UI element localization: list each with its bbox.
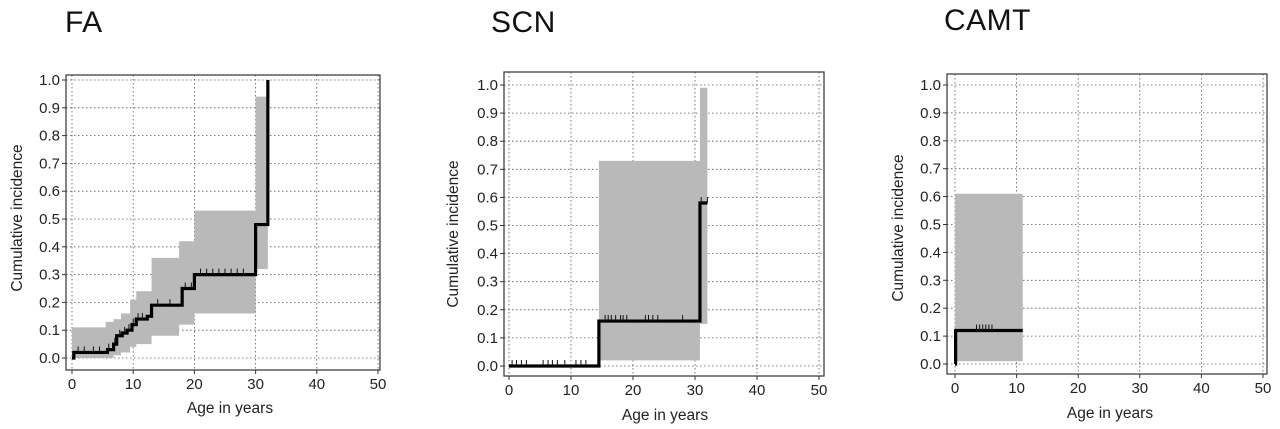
y-tick-label: 0.2: [920, 300, 941, 317]
x-tick-label: 30: [1131, 380, 1148, 397]
x-tick-label: 50: [1255, 380, 1272, 397]
chart-title: FA: [65, 6, 103, 39]
x-tick-label: 50: [811, 382, 828, 399]
y-axis-label: Cumulative incidence: [890, 154, 907, 301]
y-tick-label: 1.0: [39, 72, 60, 89]
y-tick-label: 0.0: [477, 358, 498, 375]
x-tick-label: 20: [625, 382, 642, 399]
chart-panel-scn: SCN 0 10 20 30 40 50 0.0 0.1 0.2 0.3 0.4 0.5 0.6 0.7 0…: [445, 6, 828, 424]
x-tick-label: 30: [247, 376, 264, 393]
incidence-step-line: [72, 80, 270, 360]
chart-scn: 0 10 20 30 40 50 0.0 0.1 0.2 0.3 0.4 0.5 0.6 0.7 0.8 0.…: [445, 71, 828, 424]
x-axis-label: Age in years: [187, 400, 273, 417]
y-tick-label: 0.1: [920, 328, 941, 345]
x-tick-label: 50: [370, 376, 387, 393]
y-tick-label: 0.5: [477, 218, 498, 235]
y-tick-label: 0.3: [477, 274, 498, 291]
y-tick-label: 0.4: [39, 239, 60, 256]
y-tick-label: 0.7: [477, 161, 498, 178]
chart-fa: 0 10 20 30 40 50 0.0 0.1 0.2 0.3 0.4 0.5 0.6 0.7 0.8 0.…: [9, 72, 387, 417]
y-tick-label: 1.0: [477, 77, 498, 94]
x-tick-label: 0: [68, 376, 76, 393]
y-tick-label: 0.5: [39, 211, 60, 228]
chart-title: SCN: [491, 6, 556, 39]
x-axis-label: Age in years: [1067, 405, 1153, 422]
x-tick-label: 10: [125, 376, 142, 393]
confidence-band: [509, 87, 708, 366]
x-tick-label: 10: [563, 382, 580, 399]
y-tick-label: 0.4: [920, 244, 941, 261]
x-tick-label: 30: [687, 382, 704, 399]
y-tick-label: 0.2: [39, 294, 60, 311]
confidence-band: [955, 193, 1023, 362]
x-tick-label: 40: [749, 382, 766, 399]
x-tick-label: 40: [308, 376, 325, 393]
x-tick-label: 0: [505, 382, 513, 399]
y-tick-label: 0.9: [920, 105, 941, 122]
plot-frame: [65, 74, 381, 371]
x-tick-label: 20: [186, 376, 203, 393]
x-tick-label: 0: [951, 380, 959, 397]
y-tick-label: 0.6: [39, 183, 60, 200]
y-tick-label: 0.9: [477, 105, 498, 122]
y-tick-label: 0.6: [477, 189, 498, 206]
plot-frame: [503, 71, 825, 377]
y-tick-label: 0.0: [920, 356, 941, 373]
x-tick-label: 20: [1070, 380, 1087, 397]
y-tick-label: 0.0: [39, 350, 60, 367]
y-tick-label: 0.6: [920, 189, 941, 206]
y-tick-label: 0.7: [920, 161, 941, 178]
chart-panel-fa: FA 0 10 20 30 40 50 0.0 0.1 0.2 0.3 0.4 0.5 0.6 0.7 0.…: [0, 0, 400, 429]
y-tick-label: 0.1: [477, 330, 498, 347]
x-axis-label: Age in years: [622, 407, 708, 424]
y-tick-label: 0.2: [477, 302, 498, 319]
y-tick-label: 0.4: [477, 246, 498, 263]
y-tick-label: 0.9: [39, 100, 60, 117]
y-tick-label: 0.8: [920, 133, 941, 150]
y-tick-label: 0.7: [39, 155, 60, 172]
confidence-band: [72, 96, 268, 359]
y-tick-label: 0.8: [477, 133, 498, 150]
y-tick-label: 0.3: [39, 267, 60, 284]
x-tick-label: 10: [1008, 380, 1025, 397]
x-tick-label: 40: [1193, 380, 1210, 397]
y-tick-label: 0.3: [920, 272, 941, 289]
y-tick-label: 0.1: [39, 322, 60, 339]
y-tick-label: 1.0: [920, 77, 941, 94]
y-axis-label: Cumulative incidence: [445, 160, 462, 307]
y-axis-label: Cumulative incidence: [9, 144, 26, 291]
y-tick-label: 0.8: [39, 128, 60, 145]
chart-title: CAMT: [944, 4, 1031, 37]
y-tick-label: 0.5: [920, 217, 941, 234]
